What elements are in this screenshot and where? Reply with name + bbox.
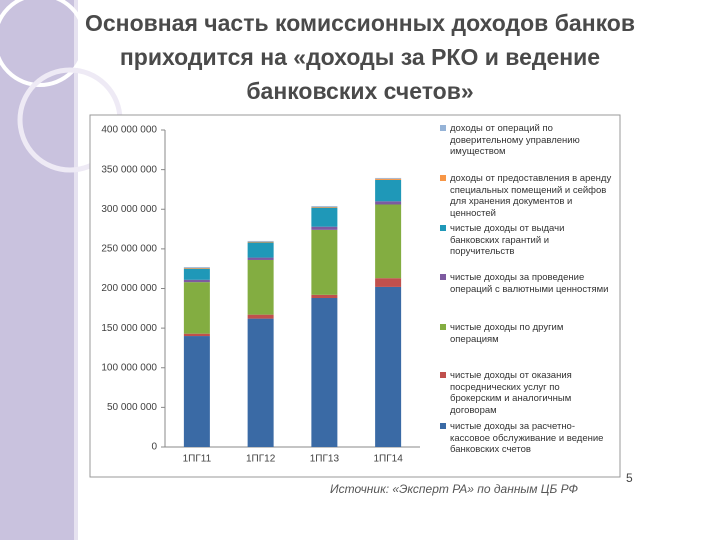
legend-item: чистые доходы от оказания посреднических… [440,370,612,416]
bar-segment [311,206,338,207]
bar-segment [375,201,402,205]
bar-segment [375,286,402,447]
legend-label: чистые доходы за проведение операций с в… [450,272,609,295]
legend-item: чистые доходы по другим операциям [440,322,612,345]
bar-segment [247,242,274,258]
bar-segment [311,206,338,208]
legend-label: доходы от предоставления в аренду специа… [450,173,612,219]
bar-segment [247,318,274,447]
bar-segment [183,268,210,280]
legend-label: чистые доходы за расчетно-кассовое обслу… [450,421,604,455]
bar-segment [183,267,210,268]
legend-item: чистые доходы за расчетно-кассовое обслу… [440,421,612,456]
legend-swatch [440,175,446,181]
x-tick-label: 1ПГ11 [183,454,212,465]
bar-segment [183,282,210,334]
y-tick-label: 150 000 000 [101,323,157,334]
bar-segment [311,298,338,447]
y-tick-label: 50 000 000 [107,402,157,413]
y-tick-label: 0 [151,442,157,453]
legend-label: чистые доходы от выдачи банковских гаран… [450,223,565,257]
bar-segment [375,178,402,180]
y-tick-label: 100 000 000 [101,362,157,373]
bar-segment [247,241,274,243]
bar-segment [311,207,338,227]
legend-item: доходы от операций по доверительному упр… [440,123,612,158]
source-note: Источник: «Эксперт РА» по данным ЦБ РФ [330,482,579,496]
y-tick-label: 400 000 000 [101,125,157,136]
x-tick-label: 1ПГ14 [373,454,403,465]
slide-title: Основная часть комиссионных доходов банк… [85,10,635,104]
x-tick-label: 1ПГ13 [310,454,340,465]
legend-label: чистые доходы по другим операциям [450,322,564,345]
legend-item: доходы от предоставления в аренду специа… [440,173,612,219]
bar-segment [183,267,210,269]
bar-segment [247,257,274,260]
legend-swatch [440,225,446,231]
y-tick-label: 200 000 000 [101,283,157,294]
y-tick-label: 300 000 000 [101,204,157,215]
legend-label: доходы от операций по доверительному упр… [450,123,580,157]
legend-label: чистые доходы от оказания посреднических… [450,370,572,416]
chart-frame [89,114,621,478]
bar-segment [311,229,338,295]
bar-segment [311,294,338,299]
bar-segment [247,314,274,319]
bar-segment [183,336,210,447]
legend-swatch [440,125,446,131]
bar-segment [375,204,402,279]
legend-item: чистые доходы за проведение операций с в… [440,272,612,295]
y-tick-label: 250 000 000 [101,244,157,255]
bar-segment [375,179,402,202]
page-number: 5 [626,471,633,485]
bar-segment [247,240,274,242]
y-tick-label: 350 000 000 [101,164,157,175]
bar-segment [247,259,274,315]
bar-segment [311,226,338,230]
legend-swatch [440,423,446,429]
x-tick-label: 1ПГ12 [246,454,276,465]
bar-segment [375,278,402,287]
legend-swatch [440,372,446,378]
legend-swatch [440,274,446,280]
bar-segment [183,333,210,337]
legend-item: чистые доходы от выдачи банковских гаран… [440,223,612,258]
legend-swatch [440,324,446,330]
side-band [0,0,74,540]
decor-circle [0,0,87,87]
side-edge [74,0,78,540]
bar-segment [375,177,402,179]
bar-segment [183,279,210,283]
